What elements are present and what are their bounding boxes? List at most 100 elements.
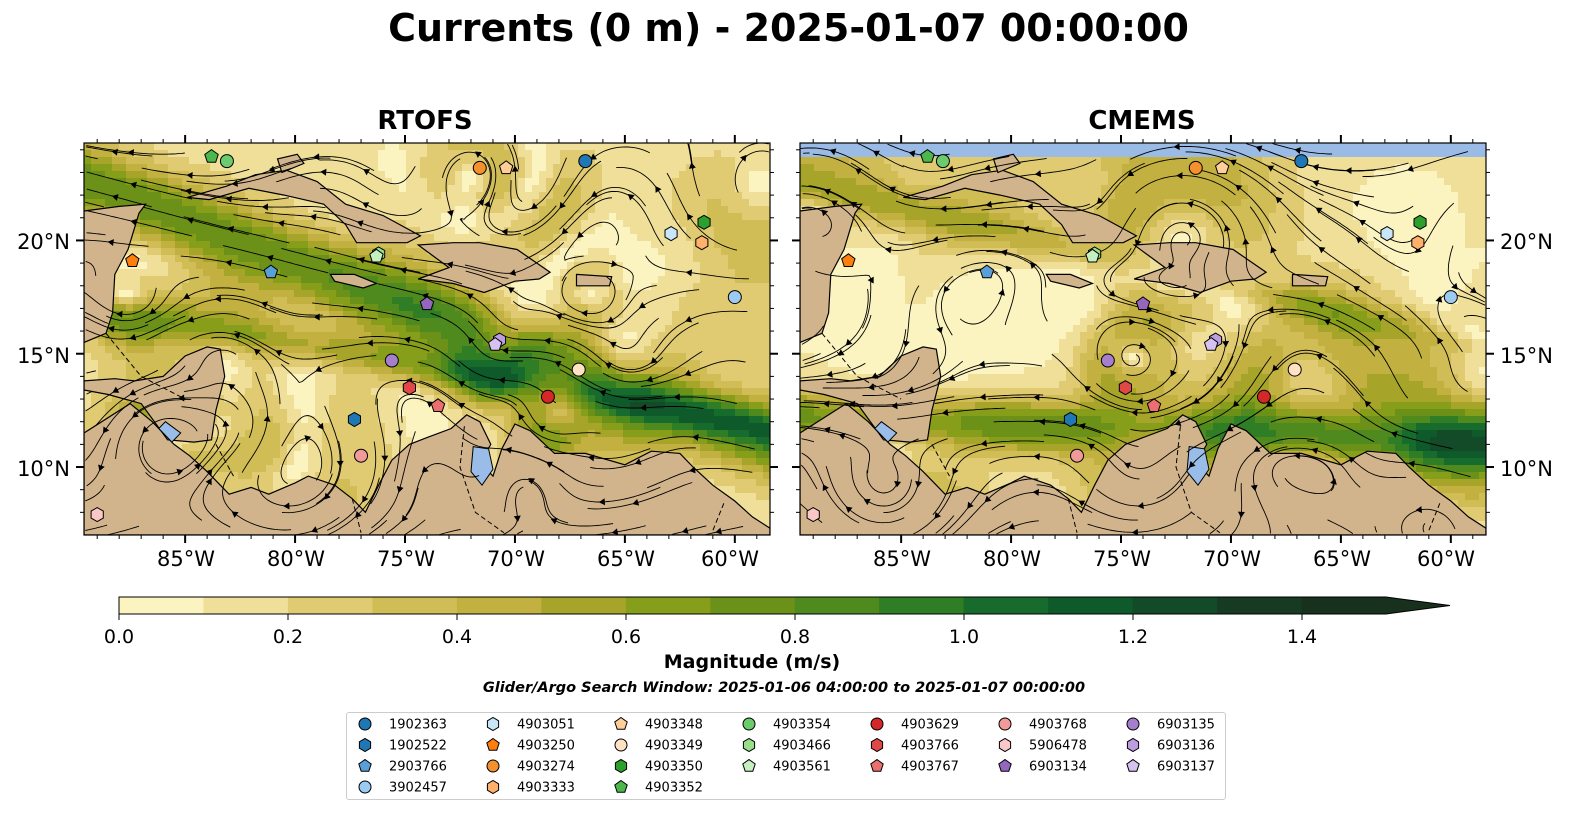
float-markers-rtofs <box>90 148 742 523</box>
cbar-tick-label: 0.2 <box>273 626 303 648</box>
legend-label: 6903134 <box>1029 760 1087 775</box>
axis-ticks-rtofs <box>76 135 778 543</box>
legend-marker-6903137 <box>1126 758 1140 772</box>
float-marker-4903274 <box>1188 160 1203 175</box>
legend-marker-4903354 <box>742 717 756 731</box>
main-title: Currents (0 m) - 2025-01-07 00:00:00 <box>388 6 1189 50</box>
panel-title-cmems: CMEMS <box>1088 106 1196 136</box>
float-marker-5906478 <box>90 507 104 523</box>
legend-label: 4903250 <box>517 739 575 754</box>
float-marker-4903629 <box>540 389 555 404</box>
float-marker-3902457 <box>727 290 742 305</box>
cbar-tick-label: 1.4 <box>1287 626 1317 648</box>
float-marker-4903561 <box>369 248 384 263</box>
lon-label-75w: 75°W <box>1093 547 1151 571</box>
colorbar-swatches <box>119 597 1387 614</box>
float-marker-4903349 <box>1287 362 1302 377</box>
colorbar-outline <box>118 596 1451 615</box>
panel-title-rtofs: RTOFS <box>377 106 473 136</box>
float-marker-4903051 <box>1380 226 1394 242</box>
legend-label: 4903350 <box>645 760 703 775</box>
colorbar-swatch <box>372 597 458 614</box>
colorbar-swatch <box>879 597 965 614</box>
legend-label: 5906478 <box>1029 739 1087 754</box>
float-marker-1902522 <box>1063 411 1077 428</box>
legend-marker-4903768 <box>998 717 1012 731</box>
legend-marker-4903051 <box>486 716 500 732</box>
legend-label: 1902363 <box>389 718 447 733</box>
colorbar-label: Magnitude (m/s) <box>664 651 841 673</box>
legend-label: 4903348 <box>645 718 703 733</box>
colorbar-swatch <box>963 597 1049 614</box>
legend-label: 4903767 <box>901 760 959 775</box>
float-marker-2903766 <box>263 264 279 279</box>
map-cmems <box>792 135 1494 543</box>
legend-marker-5906478 <box>998 737 1012 753</box>
float-marker-6903135 <box>1100 353 1115 368</box>
legend-marker-1902522 <box>358 737 372 753</box>
float-marker-4903348 <box>1214 160 1230 175</box>
colorbar-extend-arrow <box>1386 597 1450 614</box>
streamlines-cmems <box>800 143 1486 535</box>
float-marker-4903352 <box>204 148 219 163</box>
legend-label: 4903629 <box>901 718 959 733</box>
float-marker-6903135 <box>384 353 399 368</box>
legend-marker-4903766 <box>870 737 884 753</box>
colorbar-swatch <box>287 597 373 614</box>
legend-marker-3902457 <box>358 780 372 794</box>
legend-marker-4903250 <box>486 737 500 751</box>
lon-label-70w: 70°W <box>487 547 545 571</box>
legend-marker-1902363 <box>358 717 372 731</box>
float-marker-4903352 <box>920 148 935 163</box>
float-marker-4903274 <box>472 160 487 175</box>
lat-label-10n: 10°N <box>17 457 70 481</box>
cbar-tick-label: 1.2 <box>1118 626 1148 648</box>
legend-label: 6903137 <box>1157 760 1215 775</box>
colorbar-ticks <box>118 614 1303 620</box>
float-marker-4903350 <box>697 214 711 230</box>
colorbar-swatch <box>1048 597 1134 614</box>
cbar-tick-label: 0.6 <box>611 626 641 648</box>
float-markers-cmems <box>806 148 1458 523</box>
legend-marker-4903767 <box>870 758 884 772</box>
legend-marker-6903136 <box>1126 737 1140 753</box>
colorbar-swatch <box>1132 597 1218 614</box>
cbar-tick-label: 0.4 <box>442 626 472 648</box>
float-marker-1902363 <box>578 154 593 169</box>
map-rtofs <box>76 135 778 543</box>
float-marker-4903333 <box>1411 235 1425 251</box>
legend-label: 4903051 <box>517 718 575 733</box>
float-marker-1902522 <box>347 411 361 428</box>
lon-label-85w: 85°W <box>873 547 931 571</box>
search-window-subtitle: Glider/Argo Search Window: 2025-01-06 04… <box>483 680 1085 696</box>
float-marker-6903134 <box>1135 296 1151 311</box>
float-marker-4903250 <box>841 253 856 267</box>
float-marker-4903767 <box>430 398 446 412</box>
legend-marker-4903348 <box>614 716 628 730</box>
float-marker-4903349 <box>571 362 586 377</box>
legend-marker-4903561 <box>742 758 756 772</box>
float-marker-6903137 <box>487 336 503 351</box>
float-marker-4903333 <box>695 235 709 251</box>
float-marker-4903051 <box>664 226 678 242</box>
float-legend: 1902363 1902522 2903766 3902457 4903051 … <box>346 712 1226 800</box>
lat-labels-left: 20°N 15°N 10°N <box>17 230 70 481</box>
float-marker-4903350 <box>1413 214 1427 230</box>
legend-label: 4903466 <box>773 739 831 754</box>
float-marker-6903134 <box>419 296 435 311</box>
legend-label: 1902522 <box>389 739 447 754</box>
legend-label: 4903349 <box>645 739 703 754</box>
colorbar-swatch <box>1217 597 1303 614</box>
legend-marker-6903135 <box>1126 717 1140 731</box>
legend-label: 4903274 <box>517 760 575 775</box>
legend-label: 4903768 <box>1029 718 1087 733</box>
lat-labels-right: 20°N 15°N 10°N <box>1500 230 1553 481</box>
legend-marker-4903352 <box>614 779 628 793</box>
lat-label-15n: 15°N <box>1500 344 1553 368</box>
lon-label-60w: 60°W <box>701 547 759 571</box>
float-marker-2903766 <box>979 264 995 279</box>
colorbar-swatch <box>203 597 289 614</box>
legend-marker-4903350 <box>614 758 628 774</box>
legend-label: 4903766 <box>901 739 959 754</box>
